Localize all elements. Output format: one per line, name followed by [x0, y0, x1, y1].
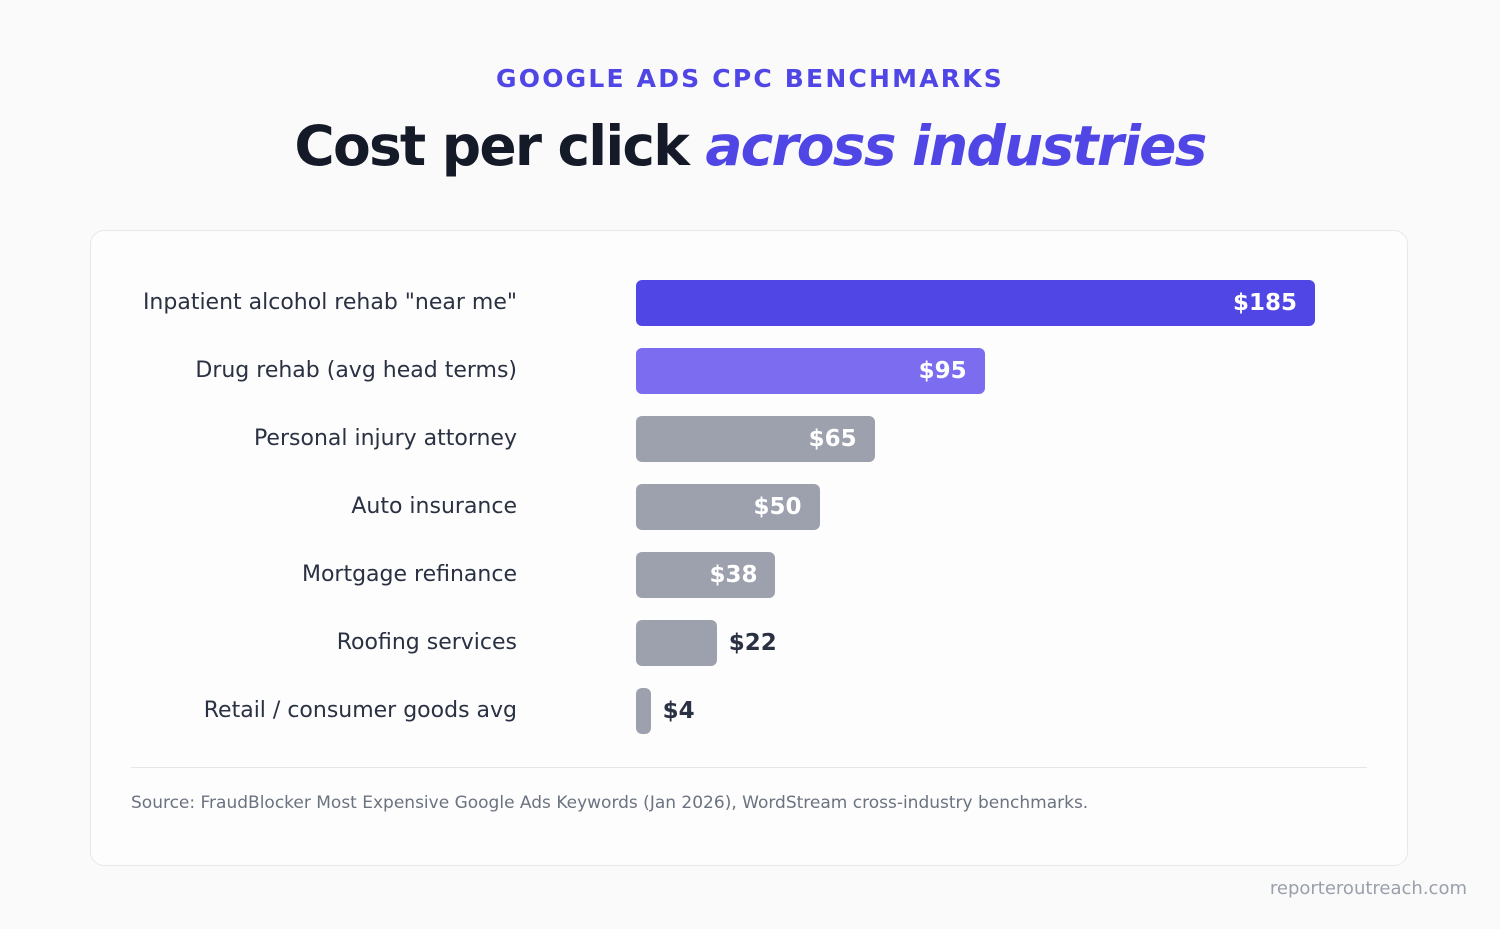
- chart-title-accent: across industries: [705, 114, 1207, 178]
- bar-label: Roofing services: [336, 630, 517, 655]
- bar-label: Mortgage refinance: [301, 562, 517, 587]
- bar: [636, 688, 651, 734]
- chart-title-main: Cost per click: [294, 114, 689, 178]
- bar-value-label: $65: [808, 426, 857, 452]
- bar-label: Drug rehab (avg head terms): [195, 358, 517, 383]
- divider: [131, 767, 1367, 768]
- bar: [636, 280, 1315, 326]
- bar: [636, 620, 717, 666]
- bar-label: Personal injury attorney: [253, 426, 517, 451]
- bar-value-label: $4: [662, 698, 695, 724]
- chart-title: Cost per click across industries: [0, 114, 1500, 178]
- bar-label: Auto insurance: [351, 494, 517, 519]
- bar-label: Inpatient alcohol rehab "near me": [142, 290, 517, 315]
- source-note: Source: FraudBlocker Most Expensive Goog…: [131, 793, 1089, 813]
- bar-value-label: $95: [918, 358, 967, 384]
- bar-value-label: $50: [753, 494, 802, 520]
- bar-label: Retail / consumer goods avg: [203, 698, 517, 723]
- chart-card: Source: FraudBlocker Most Expensive Goog…: [90, 230, 1408, 866]
- bar-value-label: $185: [1232, 290, 1297, 316]
- bar: [636, 552, 776, 598]
- chart-eyebrow: GOOGLE ADS CPC BENCHMARKS: [496, 64, 1004, 93]
- bar-value-label: $38: [709, 562, 758, 588]
- bar: [636, 416, 875, 462]
- bar: [636, 484, 820, 530]
- bar: [636, 348, 985, 394]
- site-watermark: reporteroutreach.com: [1269, 878, 1467, 899]
- bar-value-label: $22: [728, 630, 777, 656]
